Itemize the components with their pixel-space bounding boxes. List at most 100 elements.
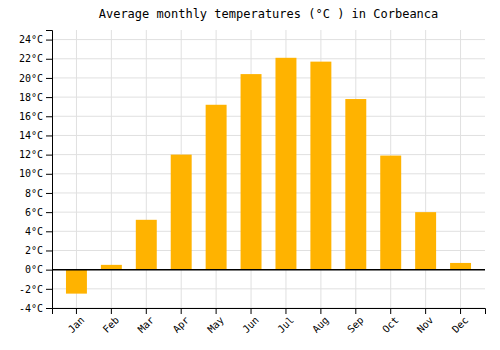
x-tick-mark: [146, 308, 147, 314]
bar: [171, 155, 192, 270]
grid-line: [52, 173, 485, 174]
x-tick: Jun: [240, 308, 261, 335]
x-tick-mark: [181, 308, 182, 314]
x-tick-label: Mar: [136, 314, 157, 335]
bar: [345, 99, 366, 270]
y-tick-label: 2°C: [25, 245, 43, 256]
y-axis-line: [46, 31, 53, 309]
y-tick-label: 4°C: [25, 226, 43, 237]
y-tick: 24°C: [19, 34, 52, 45]
y-tick: 8°C: [25, 188, 52, 199]
bar: [415, 212, 436, 270]
x-tick: Feb: [101, 308, 122, 335]
grid-line: [52, 39, 485, 40]
y-tick-label: 12°C: [19, 149, 43, 160]
grid-line: [52, 154, 485, 155]
y-tick-mark: [46, 97, 52, 98]
y-tick-label: 16°C: [19, 111, 43, 122]
grid-line: [52, 192, 485, 193]
y-axis: -4°C-2°C0°C2°C4°C6°C8°C10°C12°C14°C16°C1…: [19, 31, 53, 314]
grid-line: [52, 116, 485, 117]
x-tick-label: Jul: [275, 314, 296, 335]
bar: [241, 74, 262, 270]
x-tick-label: May: [205, 314, 226, 335]
grid-line: [52, 77, 485, 78]
x-tick-label: Aug: [310, 314, 331, 335]
x-tick: May: [205, 308, 226, 335]
y-tick-label: 8°C: [25, 188, 43, 199]
chart-svg: -4°C-2°C0°C2°C4°C6°C8°C10°C12°C14°C16°C1…: [0, 0, 500, 350]
y-tick-label: 20°C: [19, 73, 43, 84]
y-tick-mark: [46, 250, 52, 251]
title: Average monthly temperatures (°C ) in Co…: [99, 7, 439, 21]
x-tick-label: Sep: [345, 314, 366, 335]
y-tick: 16°C: [19, 111, 52, 122]
grid-line: [52, 288, 485, 289]
bar: [380, 156, 401, 270]
x-tick: Mar: [136, 308, 157, 335]
plot-area: -4°C-2°C0°C2°C4°C6°C8°C10°C12°C14°C16°C1…: [19, 30, 486, 335]
x-tick: Dec: [450, 308, 471, 335]
x-tick: Sep: [345, 308, 366, 335]
y-tick-label: -2°C: [19, 284, 43, 295]
bar: [136, 220, 157, 270]
bars: [66, 58, 471, 294]
y-tick-mark: [46, 193, 52, 194]
x-tick-mark: [355, 308, 356, 314]
x-tick: Oct: [380, 308, 401, 335]
bar: [450, 263, 471, 270]
y-tick: 0°C: [25, 264, 52, 275]
y-tick: 12°C: [19, 149, 52, 160]
x-tick-mark: [76, 308, 77, 314]
y-tick-mark: [46, 231, 52, 232]
x-axis-line: [53, 309, 486, 315]
y-tick-label: 10°C: [19, 168, 43, 179]
zero-line: [52, 269, 485, 271]
x-tick-mark: [216, 308, 217, 314]
y-tick-mark: [46, 155, 52, 156]
y-tick-label: 6°C: [25, 207, 43, 218]
y-tick-mark: [46, 116, 52, 117]
x-axis: Jan Feb Mar Apr May Jun Jul Aug Sep Oct Nov Dec: [53, 308, 486, 335]
y-tick-label: 14°C: [19, 130, 43, 141]
chart-container: -4°C-2°C0°C2°C4°C6°C8°C10°C12°C14°C16°C1…: [0, 0, 500, 350]
bar: [310, 62, 331, 270]
grid-line: [52, 269, 485, 270]
x-tick: Aug: [310, 308, 331, 335]
y-tick-mark: [46, 212, 52, 213]
grid: [52, 30, 485, 308]
x-tick: Nov: [415, 308, 436, 335]
y-tick-mark: [46, 270, 52, 271]
y-tick: 2°C: [25, 245, 52, 256]
bar: [206, 105, 227, 270]
x-tick: Jul: [275, 308, 296, 335]
y-tick: 6°C: [25, 207, 52, 218]
y-tick-mark: [46, 135, 52, 136]
x-tick: Apr: [171, 308, 192, 335]
y-tick-mark: [46, 308, 52, 309]
y-tick: 10°C: [19, 168, 52, 179]
y-tick: 22°C: [19, 53, 52, 64]
y-tick-mark: [46, 289, 52, 290]
y-tick: 4°C: [25, 226, 52, 237]
x-tick-label: Oct: [380, 314, 401, 335]
x-tick-mark: [425, 308, 426, 314]
y-tick-mark: [46, 174, 52, 175]
y-tick-label: 24°C: [19, 34, 43, 45]
y-tick-mark: [46, 40, 52, 41]
x-tick-label: Apr: [171, 314, 192, 335]
y-tick: 20°C: [19, 73, 52, 84]
x-tick: Jan: [66, 308, 87, 335]
x-tick-label: Jun: [240, 314, 261, 335]
y-tick: -2°C: [19, 284, 52, 295]
grid-line: [76, 30, 77, 308]
x-tick-mark: [460, 308, 461, 314]
y-tick: 18°C: [19, 92, 52, 103]
grid-line: [52, 135, 485, 136]
y-tick-label: 22°C: [19, 53, 43, 64]
x-tick-label: Dec: [450, 314, 471, 335]
y-tick-label: 18°C: [19, 92, 43, 103]
x-tick-mark: [320, 308, 321, 314]
y-tick-mark: [46, 78, 52, 79]
bar: [275, 58, 296, 270]
